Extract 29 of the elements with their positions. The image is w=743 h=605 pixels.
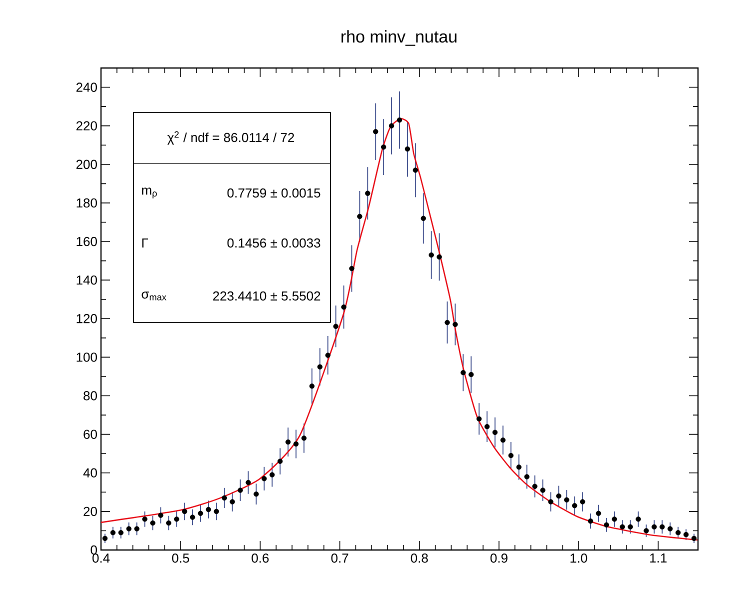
annotation: m$_{ρ}$ <box>142 188 157 198</box>
x-tick-label: 0.7 <box>331 554 348 563</box>
y-tick-label: 100 <box>76 352 97 362</box>
y-tick-label: 180 <box>76 198 97 208</box>
x-tick-label: 0.8 <box>410 554 428 563</box>
y-tick-label: 120 <box>76 314 97 324</box>
y-tick-label: 60 <box>84 430 97 439</box>
y-tick-label: 20 <box>84 506 97 516</box>
x-tick-label: 1.1 <box>650 554 667 562</box>
x-tick-label: 0.5 <box>172 554 190 563</box>
y-tick-label: 80 <box>84 391 97 400</box>
annotation: 0.7759 ± 0.0015 <box>227 188 320 198</box>
x-tick-label: 0.6 <box>252 554 269 563</box>
x-tick-label: 0.9 <box>490 554 508 563</box>
y-tick-label: 200 <box>76 160 97 169</box>
y-tick-label: 160 <box>76 236 97 246</box>
annotation: Γ <box>142 238 148 248</box>
y-tick-label: 0 <box>90 545 97 555</box>
y-tick-label: 220 <box>76 121 97 130</box>
x-tick-label: 1.0 <box>570 554 588 563</box>
annotation: 0.1456 ± 0.0033 <box>227 238 320 248</box>
x-tick-label: 0.4 <box>92 554 110 563</box>
annotation: χ$^{2}$ / ndf = 86.0114 / 72 <box>167 131 294 145</box>
y-tick-label: 140 <box>76 275 97 285</box>
annotation: σ$_{max}$ <box>142 292 166 300</box>
annotation: 223.4410 ± 5.5502 <box>213 291 320 301</box>
y-tick-label: 40 <box>83 468 97 478</box>
chart-title: rho minv_nutau <box>342 30 456 46</box>
y-tick-label: 240 <box>76 82 97 92</box>
